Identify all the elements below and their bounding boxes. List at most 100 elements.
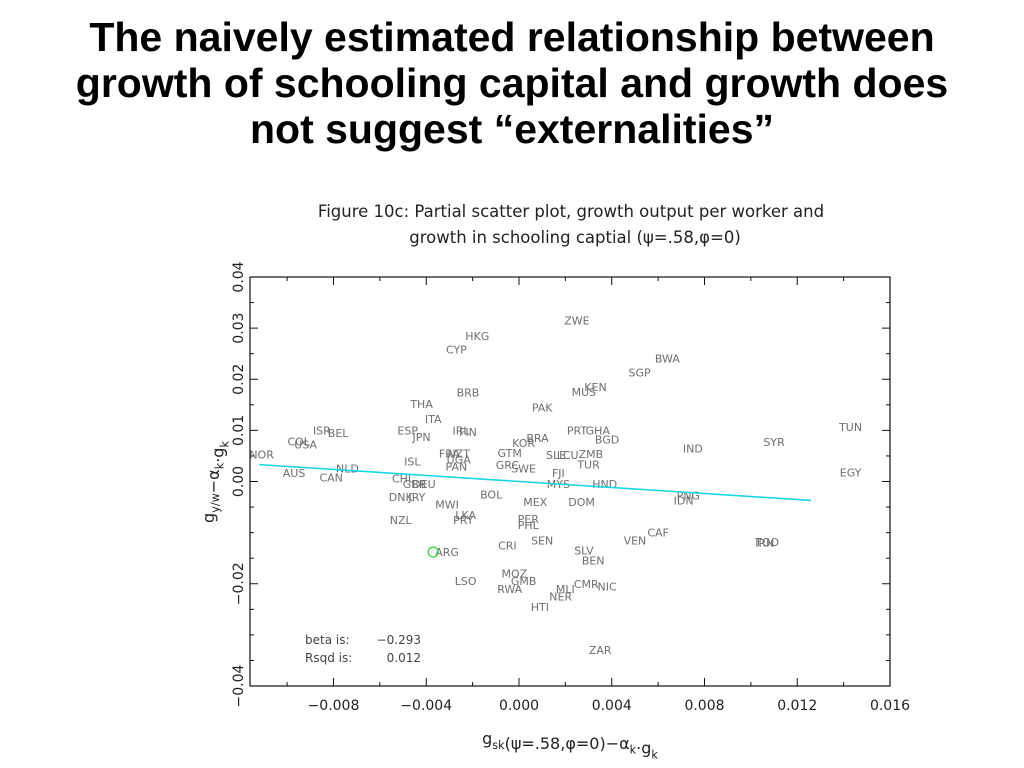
data-point-label: UGA [447,454,472,467]
data-point-label: SLE [546,449,566,462]
data-point-label: TUN [838,421,862,434]
data-point-label: BWA [655,352,680,365]
slide-title: The naively estimated relationship betwe… [40,14,984,152]
data-point-label: THA [409,398,433,411]
data-point-label: HTI [531,601,549,614]
beta-label: beta is: [305,633,350,647]
data-point-label: HND [592,478,617,491]
y-tick-label: 0.02 [231,364,247,395]
data-point-label: MEX [523,496,547,509]
data-point-label: PAK [532,401,553,414]
rsqd-value: 0.012 [387,651,421,665]
x-axis-label: gsk(ψ=.58,φ=0)−αk·gk [482,729,658,761]
data-point-label: SWE [511,463,536,476]
data-point-label: IDN [674,494,694,507]
data-point-label: MLI [556,583,575,596]
data-point-label: FIN [459,426,477,439]
x-tick-label: −0.008 [308,698,360,714]
data-point-label: IRN [755,537,774,550]
x-tick-label: −0.004 [400,698,452,714]
data-point-label: COL [287,436,310,449]
data-point-label: NOR [249,448,274,461]
data-point-label: NLD [336,463,359,476]
figure-title-line: growth in schooling captial (ψ=.58,φ=0) [409,228,741,247]
data-point-label: PHL [518,519,540,532]
data-point-label: CRI [498,539,517,552]
regression-line [259,463,812,502]
data-point-label: SGP [628,367,651,380]
y-tick-label: −0.04 [231,664,247,707]
data-point-label: LSO [455,575,477,588]
data-point-label: BEL [328,427,349,440]
y-tick-labels: −0.04 −0.02 0.00 0.01 0.02 0.03 0.04 [231,261,247,707]
data-point-label: GHA [586,424,611,437]
data-point-label: TGO [754,536,779,549]
data-point-label: IRL [453,424,471,437]
x-tick-label: 0.004 [592,698,632,714]
rsqd-label: Rsqd is: [305,651,352,665]
data-point-label: SEN [531,534,553,547]
data-point-label: GTM [498,447,522,460]
y-tick-label: 0.03 [231,313,247,344]
data-point-label: MUS [572,386,597,399]
slide-title-line: not suggest “externalities” [249,106,774,152]
data-point-label: SLV [574,545,594,558]
data-point-label: NZT [447,447,470,460]
data-point-label: BGD [595,434,619,447]
data-point-label: ISR [313,424,331,437]
data-point-label: NER [549,591,572,604]
data-point-label: DNK [389,491,414,504]
data-point-label: PAN [446,461,468,474]
data-point-label: BEN [582,555,605,568]
data-point-label: GBR [403,478,427,491]
slide-title-line: growth of schooling capital and growth d… [75,60,949,106]
data-point-label: TUR [576,459,600,472]
data-point-label: ZAR [589,644,612,657]
data-point-label: ITA [425,413,442,426]
data-point-label: ESP [397,424,418,437]
data-point-label: PRT [567,424,587,437]
data-point-label: CAN [319,471,342,484]
x-tick-label: 0.008 [684,698,724,714]
data-point-label: FRA [439,447,461,460]
highlighted-point [427,546,439,558]
data-point-label: HKG [465,330,489,343]
beta-value: −0.293 [377,633,421,647]
x-tick-labels: −0.008 −0.004 0.000 0.004 0.008 0.012 0.016 [308,698,911,714]
x-tick-label: 0.000 [499,698,539,714]
data-point-label: ARG [435,546,459,559]
figure-title-line: Figure 10c: Partial scatter plot, growth… [318,202,824,221]
data-point-label: ZWE [564,314,589,327]
data-point-label: JPN [412,431,431,444]
data-point-label: BRA [526,432,549,445]
data-point-label: KEN [584,381,606,394]
data-point-label: BRB [457,387,480,400]
data-point-label: MOZ [502,568,528,581]
axis-ticks [250,276,891,687]
x-tick-label: 0.016 [870,698,910,714]
data-point-label: NZL [390,514,413,527]
data-point-label: DEU [412,478,435,491]
data-point-label: CMR [574,578,599,591]
data-point-label: CHL [392,472,415,485]
data-point-label: GRC [496,459,520,472]
data-point-label: USA [294,439,317,452]
y-tick-label: −0.02 [231,562,247,605]
data-point-label: KOR [512,437,535,450]
data-point-label: GMB [511,575,537,588]
data-point-label: FJI [552,467,565,480]
data-point-label: LKA [455,509,476,522]
data-point-label: CAF [647,527,669,540]
data-point-label: ISL [404,456,421,469]
data-point-label: PER [518,513,540,526]
data-point-label: EGY [840,466,862,479]
data-point-label: AUS [283,467,306,480]
data-point-label: NIC [598,580,617,593]
slide-title-line: The naively estimated relationship betwe… [89,14,935,60]
data-point-label: MWI [435,499,459,512]
y-tick-label: 0.04 [231,261,247,292]
data-point-label: DOM [568,496,595,509]
data-point-label: RWA [497,583,522,596]
